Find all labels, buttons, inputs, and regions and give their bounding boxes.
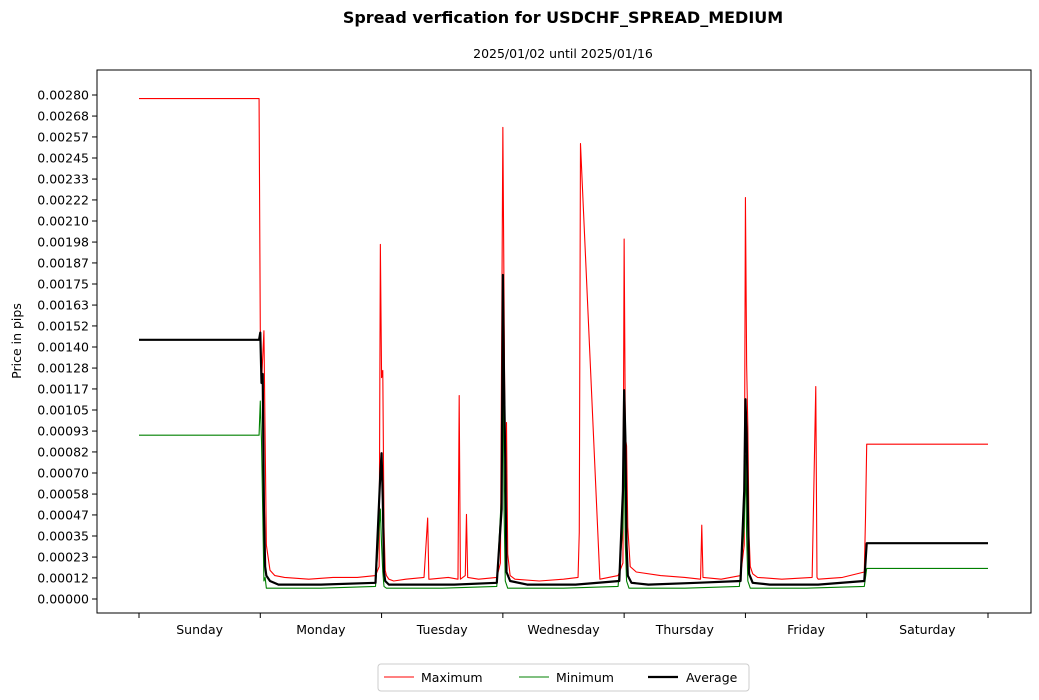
y-tick-label: 0.00000 bbox=[37, 592, 89, 607]
series-line-minimum bbox=[139, 328, 988, 589]
chart-subtitle: 2025/01/02 until 2025/01/16 bbox=[473, 46, 653, 61]
chart-title: Spread verfication for USDCHF_SPREAD_MED… bbox=[343, 8, 783, 27]
y-tick-label: 0.00233 bbox=[37, 172, 89, 187]
x-axis-ticks: Sunday Monday Tuesday Wednesday Thursday Frid… bbox=[138, 613, 989, 637]
y-tick-label: 0.00280 bbox=[37, 88, 89, 103]
y-tick-label: 0.00175 bbox=[37, 277, 89, 292]
y-tick-label: 0.00222 bbox=[37, 192, 89, 207]
x-tick-label: Tuesday bbox=[416, 622, 468, 637]
plot-frame bbox=[96, 69, 1032, 614]
x-tick-label: Saturday bbox=[899, 622, 956, 637]
x-tick-label: Wednesday bbox=[527, 622, 600, 637]
y-tick-label: 0.00023 bbox=[37, 550, 89, 565]
y-tick-label: 0.00140 bbox=[37, 340, 89, 355]
y-tick-label: 0.00210 bbox=[37, 214, 89, 229]
legend-average-label: Average bbox=[686, 670, 738, 685]
legend-maximum-label: Maximum bbox=[421, 670, 483, 685]
series-layer bbox=[139, 98, 988, 589]
y-tick-label: 0.00093 bbox=[37, 424, 89, 439]
y-tick-label: 0.00187 bbox=[37, 255, 89, 270]
x-tick-label: Friday bbox=[787, 622, 825, 637]
y-tick-label: 0.00152 bbox=[37, 318, 89, 333]
legend-minimum-label: Minimum bbox=[556, 670, 614, 685]
x-tick-label: Thursday bbox=[655, 622, 715, 637]
y-tick-label: 0.00163 bbox=[37, 298, 89, 313]
y-axis-ticks: 0.00000 0.00012 0.00023 0.00035 0.00047 0.000… bbox=[37, 88, 97, 607]
legend-frame bbox=[377, 663, 750, 692]
y-tick-label: 0.00035 bbox=[37, 529, 89, 544]
y-tick-label: 0.00198 bbox=[37, 235, 89, 250]
x-tick-label: Monday bbox=[296, 622, 346, 637]
x-tick-label: Sunday bbox=[176, 622, 223, 637]
legend: Maximum Minimum Average bbox=[377, 663, 750, 692]
y-tick-label: 0.00105 bbox=[37, 403, 89, 418]
y-tick-label: 0.00117 bbox=[37, 381, 89, 396]
y-tick-label: 0.00128 bbox=[37, 361, 89, 376]
y-tick-label: 0.00012 bbox=[37, 570, 89, 585]
y-tick-label: 0.00268 bbox=[37, 109, 89, 124]
series-line-average bbox=[139, 273, 988, 586]
y-tick-label: 0.00257 bbox=[37, 129, 89, 144]
y-tick-label: 0.00047 bbox=[37, 507, 89, 522]
y-tick-label: 0.00245 bbox=[37, 151, 89, 166]
y-tick-label: 0.00082 bbox=[37, 444, 89, 459]
y-tick-label: 0.00070 bbox=[37, 466, 89, 481]
y-axis-label: Price in pips bbox=[9, 303, 24, 379]
series-line-maximum bbox=[139, 98, 988, 582]
y-tick-label: 0.00058 bbox=[37, 487, 89, 502]
